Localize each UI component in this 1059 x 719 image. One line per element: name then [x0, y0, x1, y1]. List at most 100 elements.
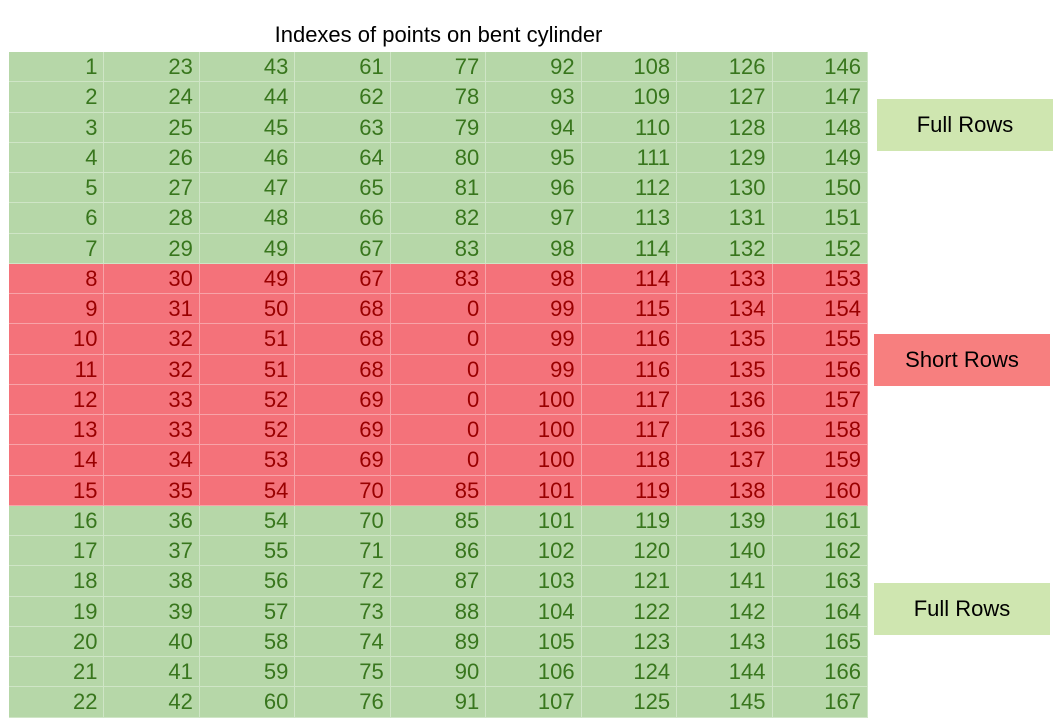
table-cell[interactable]: 1 — [9, 52, 105, 83]
table-cell[interactable]: 95 — [486, 142, 582, 173]
table-cell[interactable]: 62 — [295, 82, 391, 113]
table-cell[interactable]: 147 — [772, 82, 868, 113]
table-cell[interactable]: 98 — [486, 263, 582, 294]
table-cell[interactable]: 49 — [199, 263, 296, 294]
table-cell[interactable]: 6 — [9, 203, 105, 234]
table-cell[interactable]: 76 — [295, 687, 391, 718]
table-cell[interactable]: 13 — [9, 415, 105, 446]
table-cell[interactable]: 34 — [104, 445, 200, 476]
table-cell[interactable]: 46 — [199, 142, 296, 173]
table-cell[interactable]: 44 — [199, 82, 296, 113]
table-cell[interactable]: 126 — [677, 52, 773, 83]
table-cell[interactable]: 43 — [199, 52, 296, 83]
table-cell[interactable]: 162 — [772, 536, 868, 567]
table-cell[interactable]: 163 — [772, 566, 868, 597]
table-cell[interactable]: 41 — [104, 657, 200, 688]
table-cell[interactable]: 135 — [677, 354, 773, 385]
short-rows-label[interactable]: Short Rows — [874, 334, 1050, 386]
table-cell[interactable]: 164 — [772, 596, 868, 627]
table-cell[interactable]: 7 — [9, 233, 105, 264]
table-cell[interactable]: 101 — [486, 505, 582, 536]
table-cell[interactable]: 99 — [486, 354, 582, 385]
table-cell[interactable]: 127 — [677, 82, 773, 113]
table-cell[interactable]: 94 — [486, 112, 582, 143]
table-cell[interactable]: 52 — [199, 384, 296, 415]
full-rows-label-bottom[interactable]: Full Rows — [874, 583, 1050, 635]
table-cell[interactable]: 0 — [390, 415, 487, 446]
table-cell[interactable]: 134 — [677, 294, 773, 325]
table-cell[interactable]: 54 — [199, 505, 296, 536]
table-cell[interactable]: 69 — [295, 384, 391, 415]
table-cell[interactable]: 124 — [581, 657, 678, 688]
table-cell[interactable]: 33 — [104, 415, 200, 446]
table-cell[interactable]: 3 — [9, 112, 105, 143]
table-cell[interactable]: 118 — [581, 445, 678, 476]
table-cell[interactable]: 131 — [677, 203, 773, 234]
table-cell[interactable]: 48 — [199, 203, 296, 234]
table-cell[interactable]: 67 — [295, 233, 391, 264]
table-cell[interactable]: 166 — [772, 657, 868, 688]
table-cell[interactable]: 75 — [295, 657, 391, 688]
table-cell[interactable]: 54 — [199, 475, 296, 506]
table-cell[interactable]: 113 — [581, 203, 678, 234]
table-cell[interactable]: 107 — [486, 687, 582, 718]
table-cell[interactable]: 0 — [390, 354, 487, 385]
table-cell[interactable]: 148 — [772, 112, 868, 143]
table-cell[interactable]: 128 — [677, 112, 773, 143]
table-cell[interactable]: 100 — [486, 415, 582, 446]
table-cell[interactable]: 90 — [390, 657, 487, 688]
table-cell[interactable]: 0 — [390, 324, 487, 355]
table-cell[interactable]: 73 — [295, 596, 391, 627]
table-cell[interactable]: 30 — [104, 263, 200, 294]
table-cell[interactable]: 98 — [486, 233, 582, 264]
table-cell[interactable]: 99 — [486, 294, 582, 325]
table-cell[interactable]: 28 — [104, 203, 200, 234]
table-cell[interactable]: 143 — [677, 626, 773, 657]
table-cell[interactable]: 120 — [581, 536, 678, 567]
table-cell[interactable]: 18 — [9, 566, 105, 597]
table-cell[interactable]: 138 — [677, 475, 773, 506]
table-cell[interactable]: 16 — [9, 505, 105, 536]
table-cell[interactable]: 50 — [199, 294, 296, 325]
table-cell[interactable]: 161 — [772, 505, 868, 536]
table-cell[interactable]: 23 — [104, 52, 200, 83]
table-cell[interactable]: 19 — [9, 596, 105, 627]
table-cell[interactable]: 153 — [772, 263, 868, 294]
table-cell[interactable]: 121 — [581, 566, 678, 597]
table-cell[interactable]: 99 — [486, 324, 582, 355]
table-cell[interactable]: 42 — [104, 687, 200, 718]
table-cell[interactable]: 64 — [295, 142, 391, 173]
table-cell[interactable]: 154 — [772, 294, 868, 325]
table-cell[interactable]: 68 — [295, 294, 391, 325]
table-cell[interactable]: 104 — [486, 596, 582, 627]
table-cell[interactable]: 93 — [486, 82, 582, 113]
table-cell[interactable]: 135 — [677, 324, 773, 355]
table-cell[interactable]: 67 — [295, 263, 391, 294]
table-cell[interactable]: 100 — [486, 445, 582, 476]
table-cell[interactable]: 86 — [390, 536, 487, 567]
table-cell[interactable]: 82 — [390, 203, 487, 234]
table-cell[interactable]: 78 — [390, 82, 487, 113]
table-cell[interactable]: 5 — [9, 173, 105, 204]
table-cell[interactable]: 165 — [772, 626, 868, 657]
table-cell[interactable]: 65 — [295, 173, 391, 204]
table-cell[interactable]: 57 — [199, 596, 296, 627]
table-cell[interactable]: 63 — [295, 112, 391, 143]
table-cell[interactable]: 35 — [104, 475, 200, 506]
table-cell[interactable]: 136 — [677, 384, 773, 415]
table-cell[interactable]: 59 — [199, 657, 296, 688]
table-cell[interactable]: 58 — [199, 626, 296, 657]
table-cell[interactable]: 130 — [677, 173, 773, 204]
table-cell[interactable]: 85 — [390, 475, 487, 506]
table-cell[interactable]: 60 — [199, 687, 296, 718]
table-cell[interactable]: 20 — [9, 626, 105, 657]
table-cell[interactable]: 155 — [772, 324, 868, 355]
table-cell[interactable]: 49 — [199, 233, 296, 264]
table-cell[interactable]: 96 — [486, 173, 582, 204]
table-cell[interactable]: 33 — [104, 384, 200, 415]
full-rows-label-top[interactable]: Full Rows — [877, 99, 1053, 151]
table-cell[interactable]: 88 — [390, 596, 487, 627]
table-cell[interactable]: 117 — [581, 384, 678, 415]
table-cell[interactable]: 37 — [104, 536, 200, 567]
table-cell[interactable]: 87 — [390, 566, 487, 597]
